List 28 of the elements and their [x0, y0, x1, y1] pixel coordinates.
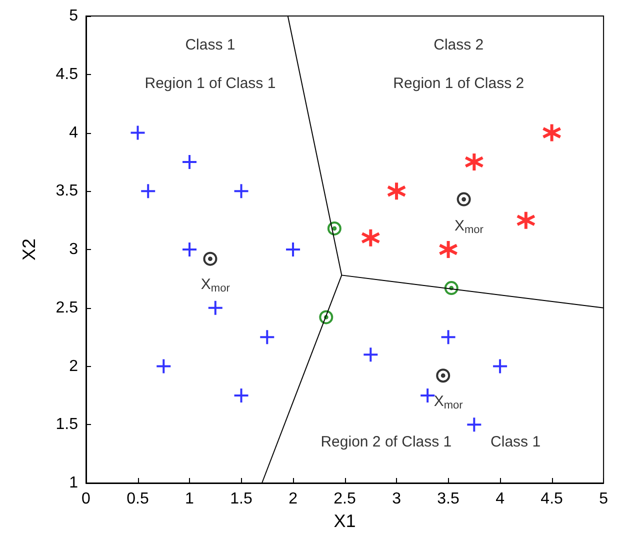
annotation: Class 1 — [490, 434, 541, 451]
x-tick-label: 2 — [288, 490, 298, 508]
annotation: Region 1 of Class 1 — [144, 75, 276, 92]
x-tick-label: 0.5 — [126, 490, 149, 508]
y-tick-label: 1.5 — [56, 416, 78, 434]
x-tick-label: 3.5 — [437, 490, 460, 508]
y-tick-label: 1 — [69, 474, 78, 492]
x-tick-label: 5 — [599, 490, 608, 508]
annotation: Region 1 of Class 2 — [393, 75, 524, 92]
annotation: Class 2 — [434, 36, 484, 54]
x-axis-title: X1 — [334, 510, 356, 531]
x-tick-label: 3 — [392, 490, 402, 508]
y-tick-label: 4 — [69, 124, 78, 142]
x-tick-label: 4 — [496, 490, 505, 508]
y-tick-label: 2.5 — [56, 299, 78, 316]
x-tick-label: 0 — [82, 490, 91, 508]
annotation: Region 2 of Class 1 — [320, 434, 452, 451]
annotation: Class 1 — [185, 36, 236, 54]
x-tick-label: 1 — [185, 490, 194, 508]
y-tick-label: 5 — [69, 8, 78, 24]
y-tick-label: 3 — [69, 241, 78, 258]
x-tick-label: 1.5 — [230, 490, 252, 508]
x-tick-label: 4.5 — [540, 490, 564, 508]
y-tick-label: 4.5 — [56, 66, 78, 83]
y-tick-label: 2 — [69, 358, 78, 375]
y-tick-label: 3.5 — [56, 182, 78, 200]
x-tick-label: 2.5 — [334, 490, 356, 508]
y-axis-title: X2 — [19, 238, 39, 261]
